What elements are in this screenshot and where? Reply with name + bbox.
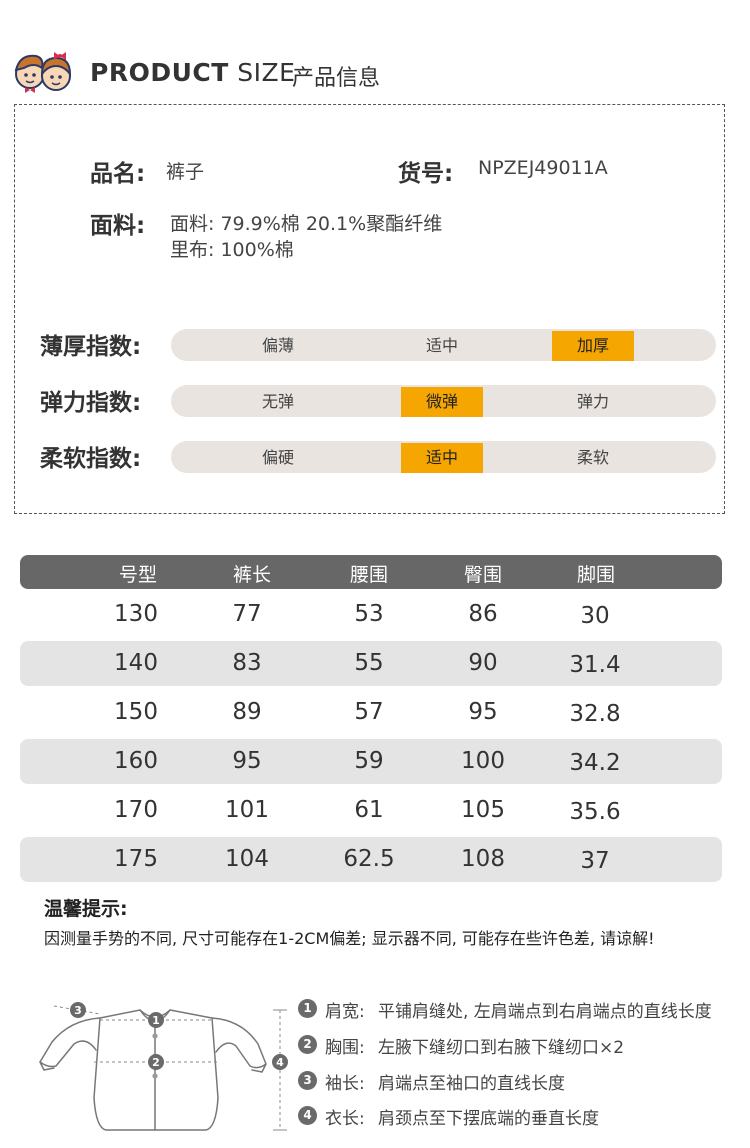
- table-cell: 105: [461, 797, 505, 823]
- softness-index-label: 柔软指数:: [40, 446, 142, 472]
- elasticity-index-label: 弹力指数:: [40, 390, 142, 416]
- table-cell: 101: [225, 797, 269, 823]
- softness-index-bar: 偏硬 适中 柔软: [171, 441, 716, 473]
- table-cell: 53: [354, 601, 384, 627]
- table-cell: 95: [232, 748, 262, 774]
- table-cell: 59: [354, 748, 384, 774]
- fabric-outer: 面料: 79.9%棉 20.1%聚酯纤维: [170, 213, 443, 235]
- softness-option-hard: 偏硬: [261, 448, 294, 467]
- table-row: 175 104 62.5 108 37: [20, 837, 722, 882]
- table-cell: 89: [232, 699, 262, 725]
- table-cell: 31.4: [569, 652, 621, 678]
- table-cell: 95: [468, 699, 498, 725]
- measure-key: 袖长:: [325, 1074, 365, 1094]
- softness-option-soft: 柔软: [576, 448, 609, 467]
- table-cell: 35.6: [569, 799, 621, 825]
- tips-title: 温馨提示:: [44, 898, 128, 920]
- table-cell: 34.2: [569, 750, 621, 776]
- elasticity-index-bar: 无弹 微弹 弹力: [171, 385, 716, 417]
- table-cell: 86: [468, 601, 498, 627]
- measure-key: 胸围:: [325, 1038, 365, 1058]
- elasticity-index-row: 弹力指数: 无弹 微弹 弹力: [40, 385, 720, 417]
- table-cell: 100: [461, 748, 505, 774]
- fabric-label: 面料:: [90, 213, 146, 239]
- table-row: 150 89 57 95 32.8: [20, 690, 722, 735]
- number-badge: 1: [298, 999, 317, 1018]
- sku-label: 货号:: [398, 161, 454, 187]
- column-header-length: 裤长: [232, 564, 272, 586]
- measure-desc: 平铺肩缝处, 左肩端点到右肩端点的直线长度: [378, 1002, 712, 1022]
- table-cell: 140: [114, 650, 158, 676]
- table-cell: 57: [354, 699, 384, 725]
- table-row: 140 83 55 90 31.4: [20, 641, 722, 686]
- table-cell: 55: [354, 650, 384, 676]
- number-badge: 2: [298, 1035, 317, 1054]
- table-cell: 32.8: [569, 701, 621, 727]
- table-cell: 61: [354, 797, 384, 823]
- table-cell: 175: [114, 846, 158, 872]
- elasticity-option-stretch: 弹力: [576, 392, 609, 411]
- fabric-lining: 里布: 100%棉: [170, 239, 294, 261]
- table-cell: 30: [580, 603, 610, 629]
- product-info-box: [14, 104, 725, 514]
- table-cell: 37: [580, 848, 610, 874]
- table-row: 130 77 53 86 30: [20, 592, 722, 637]
- thickness-option-medium: 适中: [425, 336, 458, 355]
- garment-measure-diagram: 1 2 3 4: [39, 1002, 288, 1131]
- column-header-size: 号型: [118, 564, 158, 586]
- thickness-option-thick: 加厚: [552, 331, 634, 361]
- table-cell: 170: [114, 797, 158, 823]
- thickness-index-label: 薄厚指数:: [40, 334, 142, 360]
- svg-text:1: 1: [152, 1014, 160, 1027]
- table-cell: 108: [461, 846, 505, 872]
- elasticity-option-none: 无弹: [261, 392, 294, 411]
- elasticity-option-slight: 微弹: [401, 387, 483, 417]
- column-header-waist: 腰围: [349, 564, 389, 586]
- thickness-index-bar: 偏薄 适中 加厚: [171, 329, 716, 361]
- table-cell: 90: [468, 650, 498, 676]
- table-cell: 83: [232, 650, 262, 676]
- table-cell: 104: [225, 846, 269, 872]
- sku-value: NPZEJ49011A: [478, 157, 608, 179]
- thickness-option-thin: 偏薄: [261, 336, 294, 355]
- softness-option-medium: 适中: [401, 443, 483, 473]
- table-row: 160 95 59 100 34.2: [20, 739, 722, 784]
- brand-logo: [14, 52, 72, 93]
- measure-key: 肩宽:: [325, 1002, 365, 1022]
- size-table-header: 号型 裤长 腰围 臀围 脚围: [20, 555, 722, 589]
- number-badge: 3: [298, 1071, 317, 1090]
- product-name-label: 品名:: [90, 161, 146, 187]
- number-badge: 4: [298, 1106, 317, 1125]
- svg-text:3: 3: [74, 1004, 82, 1017]
- table-cell: 150: [114, 699, 158, 725]
- svg-text:4: 4: [276, 1056, 284, 1069]
- thickness-index-row: 薄厚指数: 偏薄 适中 加厚: [40, 329, 720, 361]
- page-title-en: PRODUCT SIZE: [90, 58, 296, 87]
- measure-desc: 左腋下缝纫口到右腋下缝纫口×2: [378, 1038, 625, 1058]
- table-cell: 62.5: [343, 846, 395, 872]
- table-cell: 160: [114, 748, 158, 774]
- measure-desc: 肩端点至袖口的直线长度: [378, 1074, 565, 1094]
- table-cell: 77: [232, 601, 262, 627]
- softness-index-row: 柔软指数: 偏硬 适中 柔软: [40, 441, 720, 473]
- measure-desc: 肩颈点至下摆底端的垂直长度: [378, 1109, 599, 1129]
- page-title-cn: 产品信息: [292, 66, 381, 91]
- measure-key: 衣长:: [325, 1109, 365, 1129]
- column-header-hip: 臀围: [463, 564, 503, 586]
- table-row: 170 101 61 105 35.6: [20, 788, 722, 833]
- table-cell: 130: [114, 601, 158, 627]
- svg-text:2: 2: [152, 1056, 160, 1069]
- column-header-hem: 脚围: [576, 564, 616, 586]
- product-name-value: 裤子: [166, 161, 205, 183]
- tips-text: 因测量手势的不同, 尺寸可能存在1-2CM偏差; 显示器不同, 可能存在些许色差…: [44, 929, 655, 948]
